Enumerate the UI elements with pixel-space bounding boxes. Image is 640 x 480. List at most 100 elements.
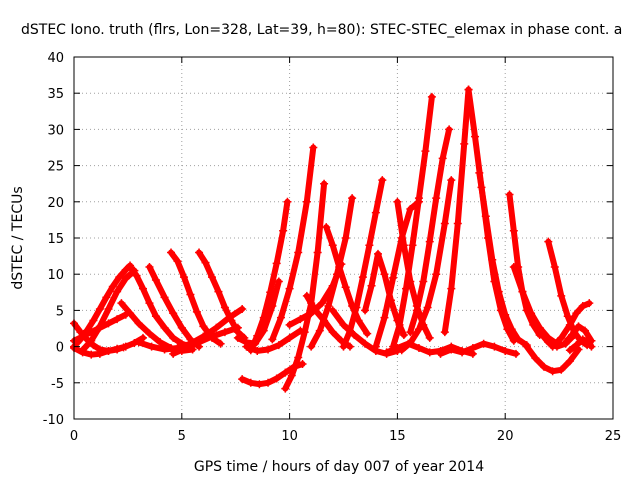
- data-point-marker: [121, 265, 130, 274]
- data-point-marker: [214, 287, 223, 296]
- data-point-marker: [220, 303, 229, 312]
- data-point-marker: [335, 262, 344, 271]
- data-point-marker: [447, 345, 456, 354]
- data-point-marker: [113, 315, 122, 324]
- data-point-marker: [406, 205, 415, 214]
- data-point-marker: [160, 345, 169, 354]
- data-point-marker: [242, 342, 251, 351]
- data-point-marker: [195, 248, 204, 257]
- data-point-marker: [371, 342, 380, 351]
- x-axis-label: GPS time / hours of day 007 of year 2014: [194, 459, 484, 475]
- data-point-marker: [272, 259, 281, 268]
- data-point-marker: [268, 335, 277, 344]
- y-axis-label: dSTEC / TECUs: [10, 186, 26, 289]
- data-point-marker: [192, 307, 201, 316]
- data-point-marker: [587, 342, 596, 351]
- data-point-marker: [501, 310, 510, 319]
- data-point-marker: [535, 328, 544, 337]
- data-point-marker: [393, 197, 402, 206]
- data-point-marker: [423, 303, 432, 312]
- data-point-marker: [274, 277, 283, 286]
- data-point-marker: [404, 339, 413, 348]
- data-point-marker: [160, 323, 169, 332]
- data-point-marker: [121, 274, 130, 283]
- data-point-marker: [307, 342, 316, 351]
- data-point-marker: [572, 309, 581, 318]
- data-point-marker: [169, 309, 178, 318]
- data-point-marker: [363, 329, 372, 338]
- data-point-marker: [557, 291, 566, 300]
- data-point-marker: [445, 125, 454, 134]
- series-line: [476, 169, 530, 349]
- data-point-marker: [151, 275, 160, 284]
- data-point-marker: [266, 288, 275, 297]
- data-point-marker: [147, 342, 156, 351]
- y-tick-label: -5: [51, 377, 64, 392]
- series-line: [372, 198, 422, 350]
- data-point-marker: [548, 342, 557, 351]
- data-point-marker: [341, 283, 350, 292]
- data-point-marker: [324, 302, 333, 311]
- data-point-marker: [365, 241, 374, 250]
- data-point-marker: [233, 323, 242, 332]
- data-point-marker: [87, 350, 96, 359]
- data-point-marker: [361, 306, 370, 315]
- data-point-marker: [572, 341, 581, 350]
- data-point-marker: [574, 322, 583, 331]
- data-point-marker: [121, 342, 130, 351]
- data-point-marker: [440, 328, 449, 337]
- data-point-marker: [395, 320, 404, 329]
- data-point-marker: [95, 322, 104, 331]
- data-point-marker: [425, 348, 434, 357]
- data-point-marker: [380, 313, 389, 322]
- data-point-marker: [179, 273, 188, 282]
- data-point-marker: [264, 345, 273, 354]
- data-point-marker: [419, 277, 428, 286]
- data-point-marker: [421, 147, 430, 156]
- data-point-marker: [182, 344, 191, 353]
- data-point-marker: [287, 371, 296, 380]
- data-point-marker: [563, 312, 572, 321]
- data-point-marker: [358, 273, 367, 282]
- data-point-marker: [298, 359, 307, 368]
- data-point-marker: [274, 341, 283, 350]
- data-point-marker: [561, 338, 570, 347]
- data-point-marker: [315, 326, 324, 335]
- data-point-marker: [251, 339, 260, 348]
- data-point-marker: [264, 378, 273, 387]
- data-point-marker: [225, 313, 234, 322]
- data-point-marker: [167, 248, 176, 257]
- data-point-marker: [414, 194, 423, 203]
- data-point-marker: [132, 271, 141, 280]
- data-point-marker: [440, 219, 449, 228]
- data-point-marker: [220, 328, 229, 337]
- data-point-marker: [550, 262, 559, 271]
- data-point-marker: [268, 302, 277, 311]
- data-point-marker: [544, 338, 553, 347]
- data-point-marker: [580, 326, 589, 335]
- data-point-marker: [296, 315, 305, 324]
- data-point-marker: [447, 176, 456, 185]
- data-point-marker: [113, 344, 122, 353]
- data-point-marker: [540, 362, 549, 371]
- data-point-marker: [313, 248, 322, 257]
- data-point-marker: [488, 255, 497, 264]
- series-arc-42: [561, 322, 596, 347]
- data-point-marker: [201, 258, 210, 267]
- data-point-marker: [568, 331, 577, 340]
- data-point-marker: [87, 336, 96, 345]
- y-tick-label: 0: [56, 341, 64, 356]
- data-point-marker: [173, 257, 182, 266]
- data-point-marker: [514, 335, 523, 344]
- data-point-marker: [373, 249, 382, 258]
- x-tick-label: 25: [605, 429, 622, 444]
- y-tick-label: 25: [47, 160, 64, 175]
- x-tick-label: 20: [497, 429, 514, 444]
- data-point-marker: [511, 349, 520, 358]
- y-tick-label: 20: [47, 196, 64, 211]
- data-point-marker: [557, 333, 566, 342]
- data-point-marker: [339, 320, 348, 329]
- data-point-marker: [302, 197, 311, 206]
- data-point-marker: [481, 212, 490, 221]
